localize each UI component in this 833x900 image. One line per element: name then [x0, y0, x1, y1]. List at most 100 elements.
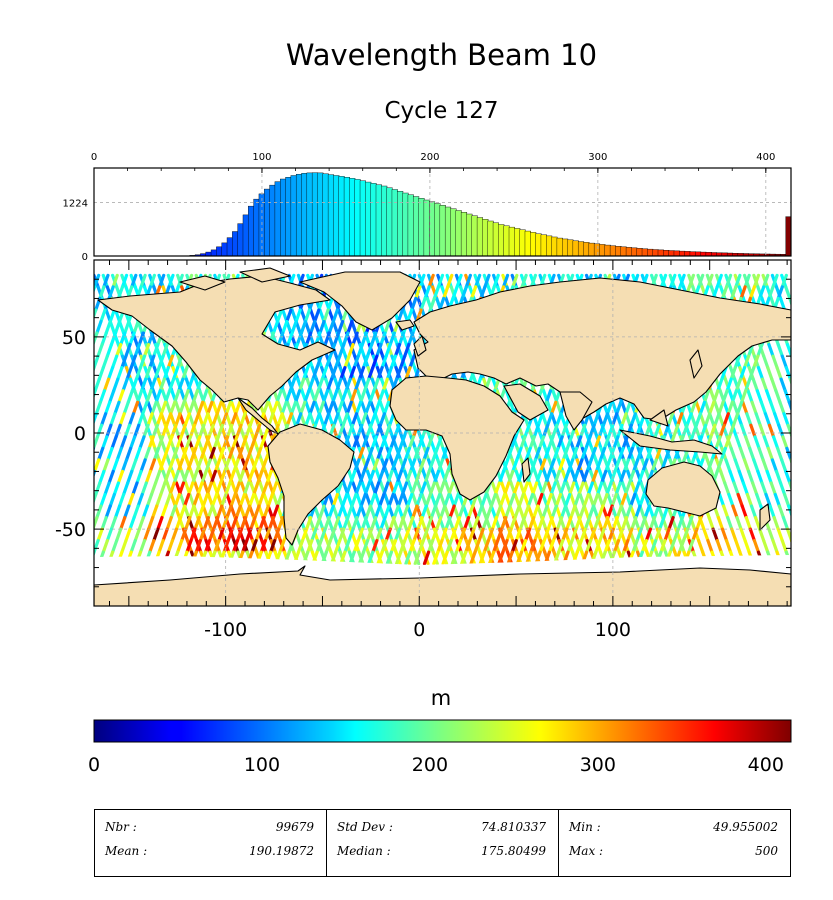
- track-segment: [345, 400, 353, 416]
- track-segment: [407, 331, 415, 347]
- track-segment: [371, 539, 379, 554]
- track-segment: [328, 527, 337, 543]
- track-segment: [476, 504, 484, 520]
- track-segment: [123, 504, 131, 520]
- track-segment: [163, 469, 171, 485]
- track-segment: [626, 527, 634, 543]
- histogram-bar: [306, 172, 313, 256]
- track-segment: [335, 481, 344, 497]
- track-segment: [112, 481, 120, 497]
- track-segment: [752, 273, 761, 289]
- track-segment: [602, 515, 610, 531]
- track-segment: [104, 504, 112, 520]
- track-segment: [298, 377, 306, 393]
- track-segment: [653, 423, 661, 439]
- track-segment: [350, 492, 358, 508]
- track-segment: [408, 458, 417, 474]
- track-segment: [469, 285, 478, 301]
- track-segment: [137, 412, 145, 427]
- track-segment: [724, 539, 733, 554]
- track-segment: [738, 366, 747, 381]
- map-lat-tick-label: -50: [55, 519, 86, 541]
- colorbar-tick-label: 300: [580, 754, 616, 776]
- track-segment: [320, 366, 328, 381]
- track-segment: [762, 354, 770, 370]
- track-segment: [648, 515, 657, 531]
- track-segment: [85, 460, 89, 472]
- track-segment: [808, 402, 812, 414]
- track-segment: [263, 527, 272, 543]
- track-segment: [59, 483, 63, 495]
- track-segment: [102, 273, 110, 289]
- track-segment: [748, 446, 756, 462]
- track-segment: [213, 458, 222, 474]
- track-segment: [342, 331, 350, 347]
- track-segment: [534, 469, 543, 485]
- track-segment: [533, 446, 542, 462]
- track-segment: [607, 423, 615, 439]
- histogram-bar: [450, 208, 457, 256]
- track-segment: [588, 423, 596, 439]
- track-segment: [750, 400, 758, 416]
- track-segment: [349, 469, 357, 485]
- track-segment: [528, 435, 536, 450]
- track-segment: [205, 481, 213, 497]
- track-segment: [138, 435, 146, 450]
- colorbar-tick-label: 400: [748, 754, 784, 776]
- track-segment: [443, 492, 451, 508]
- histogram-bar: [647, 248, 654, 256]
- track-segment: [374, 423, 382, 439]
- track-segment: [281, 319, 289, 335]
- track-segment: [231, 435, 239, 450]
- track-segment: [371, 354, 379, 370]
- track-segment: [784, 285, 791, 301]
- track-segment: [528, 515, 536, 531]
- histogram-bar: [679, 250, 686, 256]
- track-segment: [490, 515, 499, 531]
- track-segment: [202, 412, 210, 427]
- track-segment: [523, 527, 532, 543]
- track-segment: [64, 414, 68, 426]
- track-segment: [824, 552, 828, 564]
- track-segment: [478, 550, 486, 566]
- track-segment: [800, 460, 804, 472]
- track-segment: [658, 515, 666, 531]
- track-segment: [399, 354, 407, 370]
- track-segment: [780, 273, 788, 289]
- track-segment: [483, 273, 491, 289]
- track-segment: [711, 527, 719, 543]
- track-segment: [739, 527, 747, 543]
- track-segment: [544, 389, 553, 404]
- track-segment: [626, 446, 635, 462]
- track-segment: [72, 471, 76, 483]
- track-segment: [335, 377, 343, 393]
- track-segment: [473, 539, 481, 554]
- histogram-bar: [423, 199, 430, 256]
- track-segment: [796, 368, 800, 380]
- track-segment: [441, 550, 449, 566]
- track-segment: [165, 412, 173, 427]
- track-segment: [515, 550, 524, 566]
- track-segment: [340, 389, 348, 404]
- track-segment: [216, 504, 224, 520]
- track-segment: [464, 539, 472, 554]
- track-segment: [794, 391, 798, 403]
- track-segment: [796, 448, 800, 460]
- histogram-bar: [492, 222, 499, 256]
- track-segment: [810, 356, 814, 368]
- histogram-bar: [508, 226, 515, 256]
- track-segment: [717, 400, 725, 416]
- track-segment: [687, 539, 695, 554]
- track-segment: [25, 552, 29, 564]
- track-segment: [229, 492, 237, 508]
- track-segment: [189, 527, 197, 543]
- track-segment: [766, 366, 774, 381]
- histogram-bar: [242, 214, 249, 256]
- histogram-bar: [301, 173, 308, 256]
- track-segment: [167, 273, 175, 289]
- track-segment: [616, 423, 624, 439]
- track-segment: [384, 527, 392, 543]
- track-segment: [579, 527, 587, 543]
- track-segment: [432, 285, 441, 301]
- track-segment: [771, 273, 779, 289]
